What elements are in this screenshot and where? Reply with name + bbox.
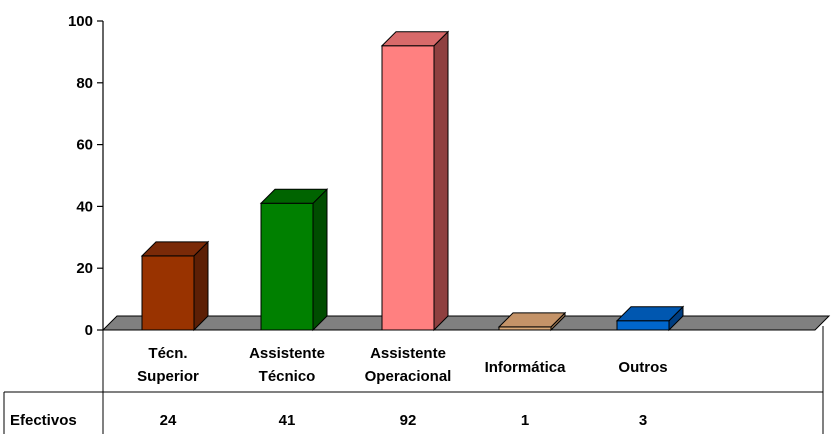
data-table-value: 1	[521, 412, 529, 429]
y-tick-label: 60	[76, 137, 93, 154]
bar-front	[381, 45, 435, 331]
bar-front	[141, 255, 195, 331]
bar-top	[259, 188, 329, 204]
y-tick-label: 100	[68, 13, 93, 30]
y-tick-label: 0	[85, 322, 93, 339]
category-label: Técn.	[148, 345, 187, 362]
chart-floor	[101, 315, 831, 331]
category-label: Assistente	[249, 345, 325, 362]
bar	[140, 240, 210, 332]
bar-side	[193, 240, 209, 332]
data-table-value: 24	[160, 412, 177, 429]
bar-top	[497, 312, 567, 328]
category-label: Superior	[137, 368, 199, 385]
bar-top	[140, 241, 210, 257]
bar	[497, 311, 567, 332]
category-label: Assistente	[370, 345, 446, 362]
data-table-value: 92	[400, 412, 417, 429]
category-label: Outros	[618, 359, 667, 376]
category-label: Informática	[485, 359, 567, 376]
category-label: Operacional	[365, 368, 452, 385]
data-table-value: 41	[279, 412, 296, 429]
bar-front	[616, 320, 670, 331]
bar	[380, 30, 450, 332]
bar-top	[615, 306, 685, 322]
bar-front	[260, 202, 314, 331]
series-label: Efectivos	[10, 412, 77, 429]
bar	[615, 305, 685, 332]
category-label: Técnico	[259, 368, 316, 385]
bar-side	[312, 188, 328, 332]
y-tick-label: 20	[76, 260, 93, 277]
y-tick-label: 80	[76, 75, 93, 92]
bar-top	[380, 31, 450, 47]
bar-side	[433, 30, 449, 332]
data-table-value: 3	[639, 412, 647, 429]
bar	[259, 188, 329, 332]
y-tick-label: 40	[76, 198, 93, 215]
